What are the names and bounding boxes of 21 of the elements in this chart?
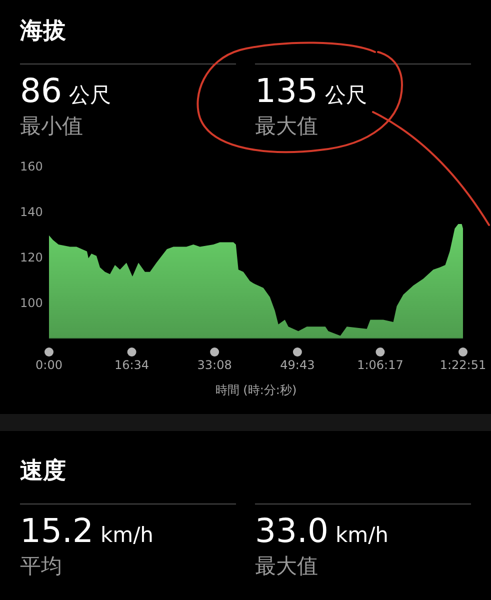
y-tick-label: 120 bbox=[20, 250, 43, 264]
text: 最大值 bbox=[255, 554, 318, 578]
text: 平均 bbox=[20, 554, 62, 578]
x-tick-label: 49:43 bbox=[280, 358, 315, 372]
text: 86 公尺 bbox=[20, 71, 111, 110]
text: 33.0 km/h bbox=[255, 511, 388, 550]
x-tick-label: 16:34 bbox=[114, 358, 150, 372]
x-axis-title: 時間 (時:分:秒) bbox=[215, 383, 297, 397]
text: 15.2 km/h bbox=[20, 511, 154, 550]
text: 速度 bbox=[20, 457, 66, 484]
chart-title: 海拔 bbox=[19, 18, 67, 44]
y-tick-label: 100 bbox=[20, 296, 43, 310]
x-tick-label: 1:22:51 bbox=[440, 358, 486, 372]
y-tick-label: 140 bbox=[20, 204, 43, 219]
text: 135 公尺 bbox=[255, 71, 367, 110]
text: 最大值 bbox=[255, 114, 318, 138]
x-tick-label: 0:00 bbox=[36, 358, 62, 372]
x-tick-label: 33:08 bbox=[197, 358, 232, 372]
y-tick-label: 160 bbox=[20, 159, 43, 174]
text: 最小值 bbox=[20, 114, 83, 138]
x-tick-label: 1:06:17 bbox=[357, 358, 404, 372]
